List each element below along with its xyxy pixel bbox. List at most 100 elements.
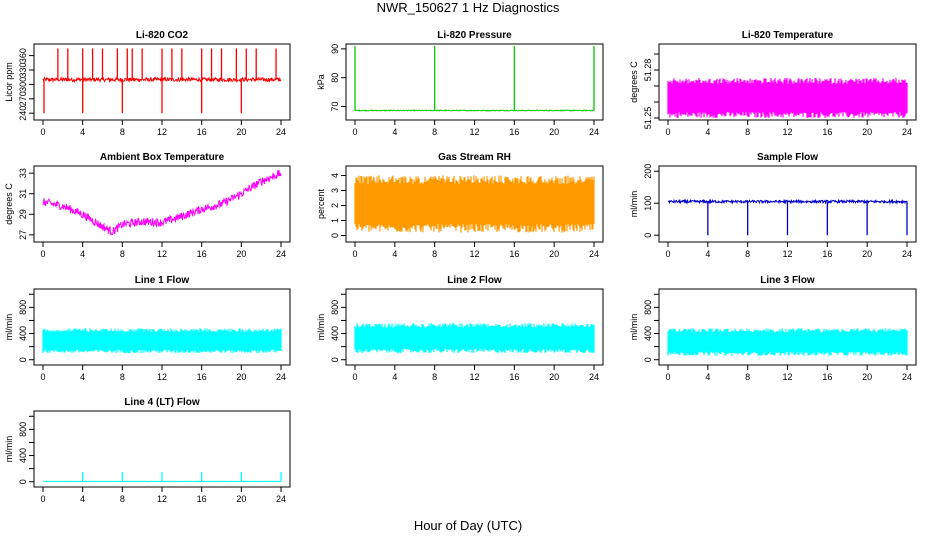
y-tick-label: 3 — [330, 188, 340, 193]
y-tick-label: 800 — [643, 300, 653, 315]
y-axis-label: ml/min — [629, 314, 639, 341]
y-tick-label: 80 — [330, 73, 340, 83]
x-tick-label: 24 — [589, 127, 599, 137]
y-tick-label: 0 — [643, 357, 653, 362]
y-tick-label: 0 — [330, 233, 340, 238]
panel-9: Line 3 Flow 0 4 8 12 16 20 24 0 400 800 ml/min — [629, 275, 917, 382]
y-tick-label: 0 — [18, 479, 28, 484]
x-tick-label: 8 — [432, 127, 437, 137]
x-tick-label: 4 — [392, 127, 397, 137]
data-band — [354, 323, 595, 354]
data-band — [354, 175, 595, 233]
x-tick-label: 12 — [157, 127, 167, 137]
x-tick-label: 24 — [589, 249, 599, 259]
panel-6: Sample Flow 0 4 8 12 16 20 24 0 100 200 ml/min — [629, 152, 917, 259]
x-tick-label: 20 — [236, 127, 246, 137]
y-tick-label: 90 — [330, 44, 340, 54]
y-tick-label: 400 — [18, 448, 28, 463]
y-tick-label: 100 — [643, 196, 653, 211]
panel-3: Li-820 Temperature 0 4 8 12 16 20 24 51.25 51.28 d… — [629, 30, 917, 137]
panel-8: Line 2 Flow 0 4 8 12 16 20 24 0 400 800 ml/min — [316, 275, 604, 382]
x-tick-label: 8 — [745, 372, 750, 382]
x-tick-label: 4 — [80, 494, 85, 504]
x-tick-label: 20 — [862, 372, 872, 382]
y-axis-label: kPa — [316, 74, 326, 90]
y-tick-label: 400 — [643, 326, 653, 341]
x-tick-label: 20 — [549, 249, 559, 259]
x-tick-label: 16 — [197, 494, 207, 504]
y-tick-label: 31 — [18, 189, 28, 199]
data-band — [42, 328, 282, 354]
x-tick-label: 20 — [236, 494, 246, 504]
x-tick-label: 12 — [469, 127, 479, 137]
y-tick-label: 200 — [643, 164, 653, 179]
x-tick-label: 24 — [589, 372, 599, 382]
y-axis-label: degrees C — [629, 61, 639, 103]
x-tick-label: 12 — [157, 494, 167, 504]
x-tick-label: 0 — [40, 372, 45, 382]
panel-title: Line 3 Flow — [760, 275, 815, 286]
x-tick-label: 16 — [822, 372, 832, 382]
y-tick-label: 400 — [18, 326, 28, 341]
x-tick-label: 8 — [120, 372, 125, 382]
x-tick-label: 16 — [509, 372, 519, 382]
x-tick-label: 4 — [392, 249, 397, 259]
x-tick-label: 16 — [197, 372, 207, 382]
plot-frame — [33, 165, 291, 243]
panel-title: Li-820 Temperature — [742, 30, 834, 41]
plot-frame — [345, 43, 604, 121]
y-tick-label: 0 — [330, 357, 340, 362]
x-tick-label: 4 — [80, 249, 85, 259]
y-tick-label: 270 — [18, 91, 28, 106]
panel-title: Li-820 CO2 — [136, 30, 189, 41]
x-tick-label: 16 — [197, 127, 207, 137]
x-tick-label: 24 — [902, 249, 912, 259]
x-tick-label: 24 — [902, 372, 912, 382]
y-tick-label: 800 — [18, 300, 28, 315]
x-tick-label: 8 — [745, 249, 750, 259]
panel-title: Line 4 (LT) Flow — [124, 397, 200, 408]
y-axis-label: percent — [316, 188, 326, 219]
panel-title: Line 2 Flow — [447, 275, 502, 286]
x-tick-label: 20 — [236, 372, 246, 382]
x-tick-label: 20 — [862, 249, 872, 259]
x-tick-label: 12 — [782, 249, 792, 259]
x-tick-label: 4 — [80, 127, 85, 137]
x-tick-label: 24 — [276, 494, 286, 504]
x-tick-label: 8 — [432, 249, 437, 259]
x-tick-label: 20 — [549, 372, 559, 382]
x-tick-label: 16 — [509, 249, 519, 259]
data-band — [667, 78, 908, 118]
x-tick-label: 12 — [157, 372, 167, 382]
x-tick-label: 4 — [705, 127, 710, 137]
y-tick-label: 2 — [330, 203, 340, 208]
x-tick-label: 16 — [822, 127, 832, 137]
x-tick-label: 24 — [276, 127, 286, 137]
x-tick-label: 8 — [745, 127, 750, 137]
x-tick-label: 12 — [469, 249, 479, 259]
x-tick-label: 12 — [782, 127, 792, 137]
y-tick-label: 330 — [18, 62, 28, 77]
x-tick-label: 16 — [509, 127, 519, 137]
y-axis-label: ml/min — [316, 314, 326, 341]
y-axis-label: ml/min — [4, 436, 14, 463]
x-tick-label: 0 — [40, 494, 45, 504]
y-tick-label: 70 — [330, 101, 340, 111]
x-tick-label: 16 — [197, 249, 207, 259]
x-tick-label: 8 — [120, 249, 125, 259]
y-tick-label: 0 — [18, 357, 28, 362]
x-tick-label: 4 — [80, 372, 85, 382]
y-axis-label: ml/min — [4, 314, 14, 341]
y-tick-label: 0 — [643, 233, 653, 238]
x-tick-label: 24 — [276, 249, 286, 259]
y-axis-label: ml/min — [629, 191, 639, 218]
panel-title: Ambient Box Temperature — [100, 152, 225, 163]
y-axis-label: degrees C — [4, 183, 14, 225]
x-tick-label: 12 — [469, 372, 479, 382]
x-tick-label: 12 — [782, 372, 792, 382]
x-tick-label: 8 — [120, 494, 125, 504]
y-tick-label: 360 — [18, 48, 28, 63]
x-tick-label: 0 — [665, 372, 670, 382]
panel-10: Line 4 (LT) Flow 0 4 8 12 16 20 24 0 400 800 ml/min — [4, 397, 291, 504]
